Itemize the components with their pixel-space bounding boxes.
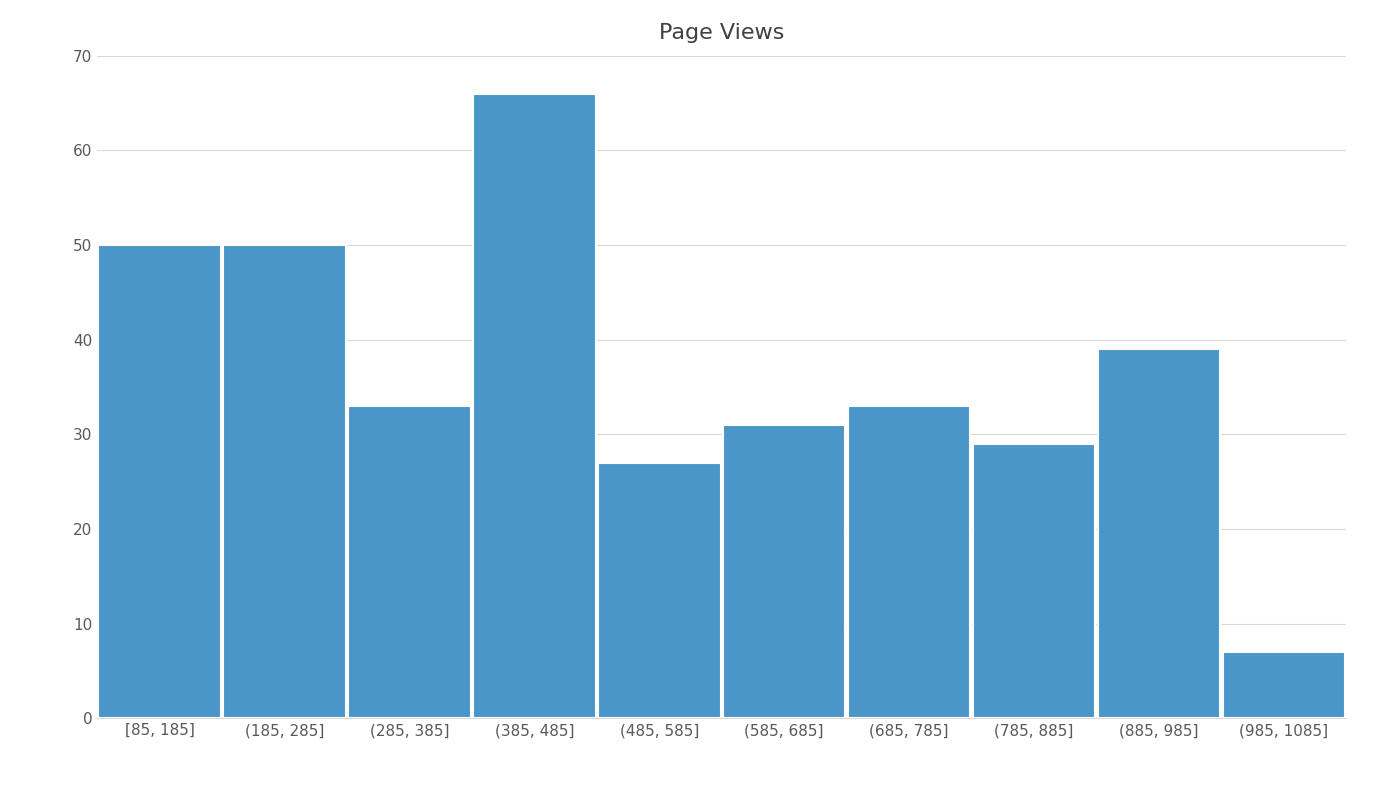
- Bar: [598, 463, 720, 718]
- Bar: [848, 406, 970, 718]
- Bar: [348, 406, 471, 718]
- Bar: [1098, 350, 1220, 718]
- Bar: [973, 444, 1095, 718]
- Bar: [723, 425, 845, 718]
- Bar: [99, 245, 221, 718]
- Title: Page Views: Page Views: [659, 23, 784, 43]
- Bar: [473, 93, 595, 718]
- Bar: [223, 245, 346, 718]
- Bar: [1223, 652, 1345, 718]
